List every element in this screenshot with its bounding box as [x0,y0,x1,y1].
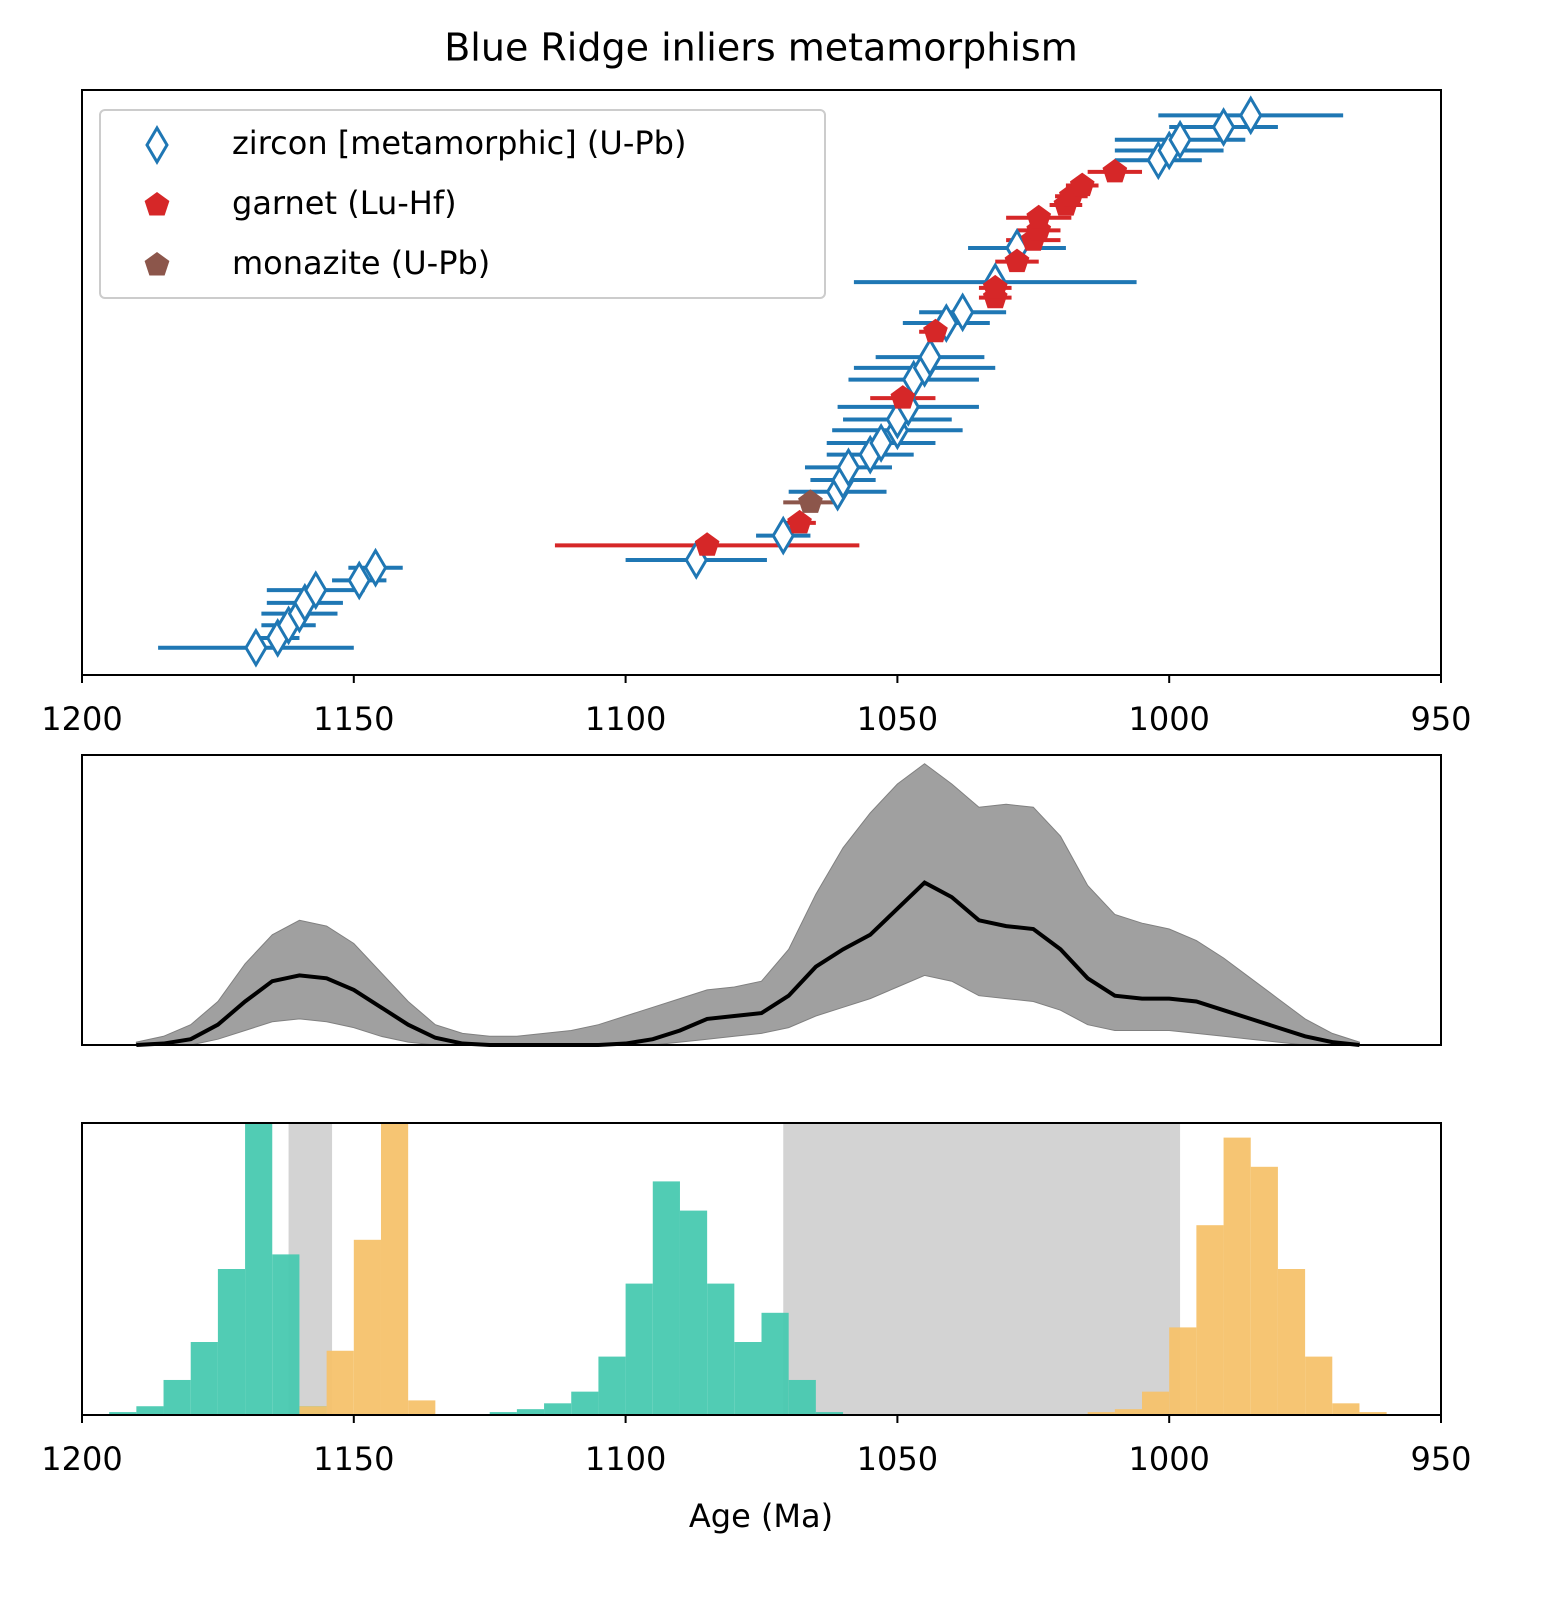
marker [836,447,861,488]
marker [890,385,916,409]
histogram-bar [1114,1409,1143,1415]
shaded-span [783,1123,1181,1415]
histogram-bar [326,1350,354,1415]
marker [918,337,942,378]
histogram-bar [625,1283,653,1415]
marker [787,509,812,534]
histogram-bar [1305,1356,1333,1415]
x-tick-label: 1200 [41,1440,122,1478]
histogram-bar [1250,1166,1278,1415]
histogram-bar [652,1181,680,1415]
histogram-bar [163,1379,191,1415]
histogram-bar [788,1379,816,1415]
histogram-bar [353,1239,381,1415]
marker [347,560,371,601]
marker [1026,204,1052,229]
histogram-bar [1359,1412,1387,1415]
histogram-bar [109,1412,137,1415]
marker [923,318,948,343]
x-tick-label: 1150 [313,1440,394,1478]
histogram-bar [272,1254,300,1415]
histogram-bar [734,1342,762,1415]
marker [982,274,1008,299]
x-tick-label: 1050 [857,700,938,738]
histogram-bar [1196,1225,1224,1415]
histogram-bar [1223,1137,1251,1415]
legend-box [99,109,826,299]
legend-label: zircon [metamorphic] (U-Pb) [232,124,686,162]
x-tick-label: 1100 [585,700,666,738]
histogram-bar [136,1406,164,1415]
marker [1238,95,1263,136]
bootstrap-band [135,763,1360,1046]
histogram-bar [190,1342,218,1415]
histogram-bar [245,1123,273,1415]
x-tick-label: 950 [1410,700,1471,738]
x-tick-label: 1000 [1128,1440,1209,1478]
x-tick-label: 1050 [857,1440,938,1478]
x-tick-label: 1100 [585,1440,666,1478]
marker [1069,172,1095,197]
histogram-bar [1087,1412,1115,1415]
histogram-bar [544,1403,572,1415]
marker [1168,119,1192,160]
x-tick-label: 1000 [1128,700,1209,738]
legend-marker [144,252,170,276]
histogram-bar [1277,1269,1306,1415]
marker [771,515,795,556]
marker [694,532,720,556]
histogram-bar [707,1283,735,1415]
histogram-bar [761,1312,789,1415]
marker [798,489,823,513]
histogram-bar [815,1412,844,1415]
marker [1211,107,1236,148]
histogram-bar [1332,1403,1360,1415]
marker [363,547,388,588]
histogram-bar [217,1269,246,1415]
legend-label: monazite (U-Pb) [232,244,490,282]
marker [1004,248,1030,273]
histogram-bar [598,1356,626,1415]
plot-frame [81,754,1442,1046]
marker [869,422,893,463]
histogram-bar [380,1123,409,1415]
legend-label: garnet (Lu-Hf) [232,184,457,222]
plot-frame [81,1122,1442,1416]
x-tick-label: 1150 [313,700,394,738]
chart-title: Blue Ridge inliers metamorphism [444,26,1078,70]
x-tick-label: 950 [1410,1440,1471,1478]
histogram-bar [489,1412,517,1415]
marker [950,292,975,333]
histogram-bar [1142,1391,1170,1415]
marker [1102,158,1128,183]
histogram-bar [299,1406,327,1415]
marker [244,627,268,668]
histogram-bar [571,1391,599,1415]
plot-area [109,1123,1387,1415]
histogram-bar [408,1400,436,1415]
histogram-bar [516,1409,545,1415]
legend-marker [145,125,169,165]
legend-marker [144,192,170,216]
histogram-bar [679,1210,708,1415]
x-tick-label: 1200 [41,700,122,738]
plot-frame [81,89,1442,676]
x-axis-label: Age (Ma) [689,1497,833,1535]
line [136,880,1360,1047]
histogram-bar [1169,1327,1197,1415]
marker [304,570,328,611]
